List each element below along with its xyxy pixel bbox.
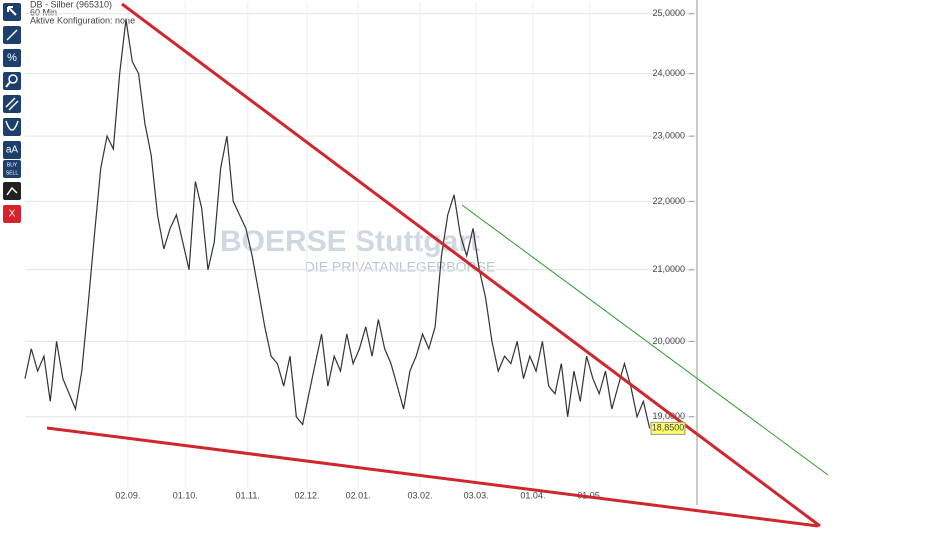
y-tick-label: 20,0000 [652,336,685,346]
tool-label: aA [6,145,19,156]
last-price-label: 18,8500 [652,423,685,433]
tool-label: SELL [6,170,18,176]
x-tick-label: 01.05. [577,490,602,500]
trend-line [46,426,819,528]
y-tick-label: 22,0000 [652,196,685,206]
watermark: BOERSE Stuttgart [220,225,480,258]
trend-line [461,204,829,476]
x-tick-label: 01.10. [173,490,198,500]
y-tick-label: 25,0000 [652,8,685,18]
x-tick-label: 02.12. [295,490,320,500]
trend-line [121,2,821,528]
chart-title: DB - Silber (965310) [30,0,112,9]
y-tick-label: 21,0000 [652,264,685,274]
x-tick-label: 02.01. [346,490,371,500]
x-tick-label: 01.04. [520,490,545,500]
x-tick-label: 03.03. [464,490,489,500]
tool-arc[interactable] [3,118,21,136]
y-tick-label: 19,0000 [652,411,685,421]
tool-parallel[interactable] [3,95,21,113]
x-tick-label: 03.02. [407,490,432,500]
tool-label: BUY [7,162,18,168]
watermark: DIE PRIVATANLEGERBÖRSE [305,258,496,275]
x-tick-label: 01.11. [236,490,260,500]
price-line [24,19,651,429]
tool-label: X [9,209,16,220]
tool-buy-sell[interactable] [3,160,21,178]
annotation: Aktive Konfiguration: none [30,15,135,25]
last-price-tag [650,421,686,435]
tool-text[interactable] [3,141,21,159]
y-tick-label: 23,0000 [652,131,685,141]
tool-signal[interactable] [3,182,21,200]
toolbar: % aA BUY SELL X [3,3,21,223]
chart-subtitle: 60 Min [30,7,57,17]
x-tick-label: 02.09. [115,490,140,500]
plot: 19,0000 20,0000 21,0000 22,0000 23,0000 24,00… [24,2,697,500]
y-tick-label: 24,0000 [652,68,685,78]
tool-delete[interactable] [3,205,21,223]
tool-label: % [7,52,17,64]
tool-percent[interactable] [3,49,21,67]
